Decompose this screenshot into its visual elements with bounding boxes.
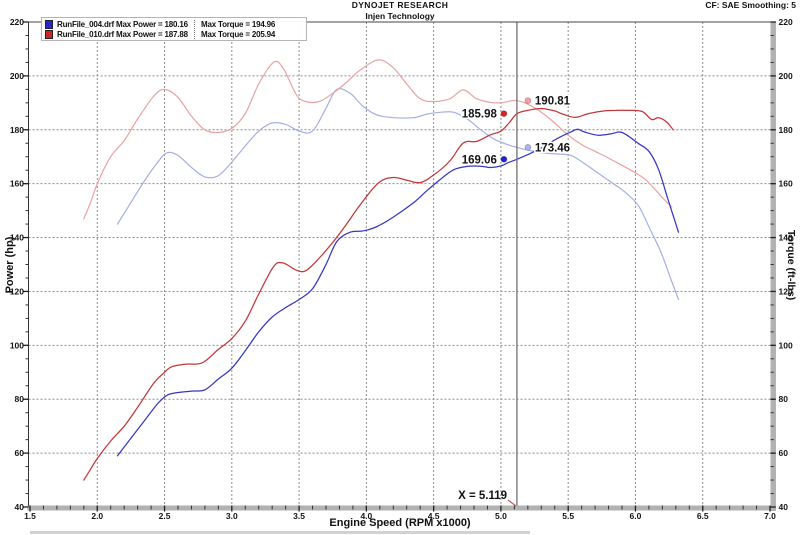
torque-tick-label: 160 xyxy=(779,179,793,189)
correction-smoothing-label: CF: SAE Smoothing: 5 xyxy=(705,0,796,10)
torque-tick-label: 200 xyxy=(779,71,793,81)
marker-value-label: 190.81 xyxy=(535,96,571,108)
window-edge-strip xyxy=(30,531,530,534)
report-subtitle: Injen Technology xyxy=(365,11,435,21)
run010-torque-stat: Max Torque = 205.94 xyxy=(194,29,306,39)
torque-tick-label: 140 xyxy=(779,233,793,243)
power-tick-label: 120 xyxy=(10,286,24,296)
curve-runfile-010-drf-torque xyxy=(83,59,673,220)
marker-value-label: 185.98 xyxy=(462,109,498,121)
x-tick-label: 2.0 xyxy=(91,511,103,521)
run004-torque-stat: Max Torque = 194.96 xyxy=(194,19,306,29)
legend-row-run010: RunFile_010.drf Max Power = 187.88 Max T… xyxy=(42,29,306,39)
cursor-x-readout: X = 5.119 xyxy=(458,490,507,502)
torque-tick-label: 220 xyxy=(779,17,793,27)
torque-tick-label: 120 xyxy=(779,286,793,296)
power-axis-title: Power (hp) xyxy=(4,236,16,294)
torque-tick-label: 40 xyxy=(779,502,789,512)
torque-axis-title: Torque (ft-lbs) xyxy=(785,229,797,301)
x-axis-bar xyxy=(27,505,776,511)
cursor-connector-line xyxy=(507,499,517,507)
marker-value-label: 173.46 xyxy=(535,142,570,154)
torque-tick-label: 60 xyxy=(779,448,789,458)
marker-value-label: 169.06 xyxy=(462,154,497,166)
legend: RunFile_004.drf Max Power = 180.16 Max T… xyxy=(41,17,307,41)
power-tick-label: 60 xyxy=(15,448,25,458)
curve-runfile-004-drf-power xyxy=(116,128,680,457)
report-title: DYNOJET RESEARCH xyxy=(351,0,449,10)
run010-power-stat: RunFile_010.drf Max Power = 187.88 xyxy=(57,29,188,39)
x-tick-label: 2.5 xyxy=(159,511,171,521)
power-tick-label: 220 xyxy=(10,17,24,27)
power-tick-label: 200 xyxy=(10,71,24,81)
power-tick-label: 180 xyxy=(10,125,24,135)
curve-runfile-010-drf-power xyxy=(83,107,674,481)
power-tick-label: 40 xyxy=(15,502,25,512)
rpm-axis-title: Engine Speed (RPM x1000) xyxy=(329,517,471,529)
x-tick-label: 5.0 xyxy=(495,511,507,521)
right-axis-bar xyxy=(770,22,776,511)
x-tick-label: 3.5 xyxy=(293,511,305,521)
run004-power-stat: RunFile_004.drf Max Power = 180.16 xyxy=(57,19,188,29)
power-tick-label: 100 xyxy=(10,340,24,350)
x-tick-label: 6.5 xyxy=(697,511,709,521)
marker-dot-190-81 xyxy=(524,97,532,105)
x-tick-label: 4.0 xyxy=(360,511,372,521)
run004-swatch-icon xyxy=(45,19,53,29)
x-tick-label: 6.0 xyxy=(630,511,642,521)
plot-background xyxy=(30,22,770,507)
x-tick-label: 4.5 xyxy=(428,511,440,521)
legend-row-run004: RunFile_004.drf Max Power = 180.16 Max T… xyxy=(42,19,306,29)
power-tick-label: 140 xyxy=(10,233,24,243)
torque-tick-label: 100 xyxy=(779,340,793,350)
torque-tick-label: 180 xyxy=(779,125,793,135)
marker-dot-185-98 xyxy=(500,110,508,118)
x-tick-label: 7.0 xyxy=(764,511,776,521)
x-tick-label: 1.5 xyxy=(24,511,36,521)
torque-tick-label: 80 xyxy=(779,394,789,404)
curve-runfile-004-drf-torque xyxy=(116,88,680,301)
x-tick-label: 5.5 xyxy=(562,511,574,521)
marker-dot-173-46 xyxy=(524,144,532,151)
x-tick-label: 3.0 xyxy=(226,511,238,521)
power-tick-label: 160 xyxy=(10,179,24,189)
marker-dot-169-06 xyxy=(500,155,508,163)
run010-swatch-icon xyxy=(45,29,53,39)
power-tick-label: 80 xyxy=(15,394,25,404)
